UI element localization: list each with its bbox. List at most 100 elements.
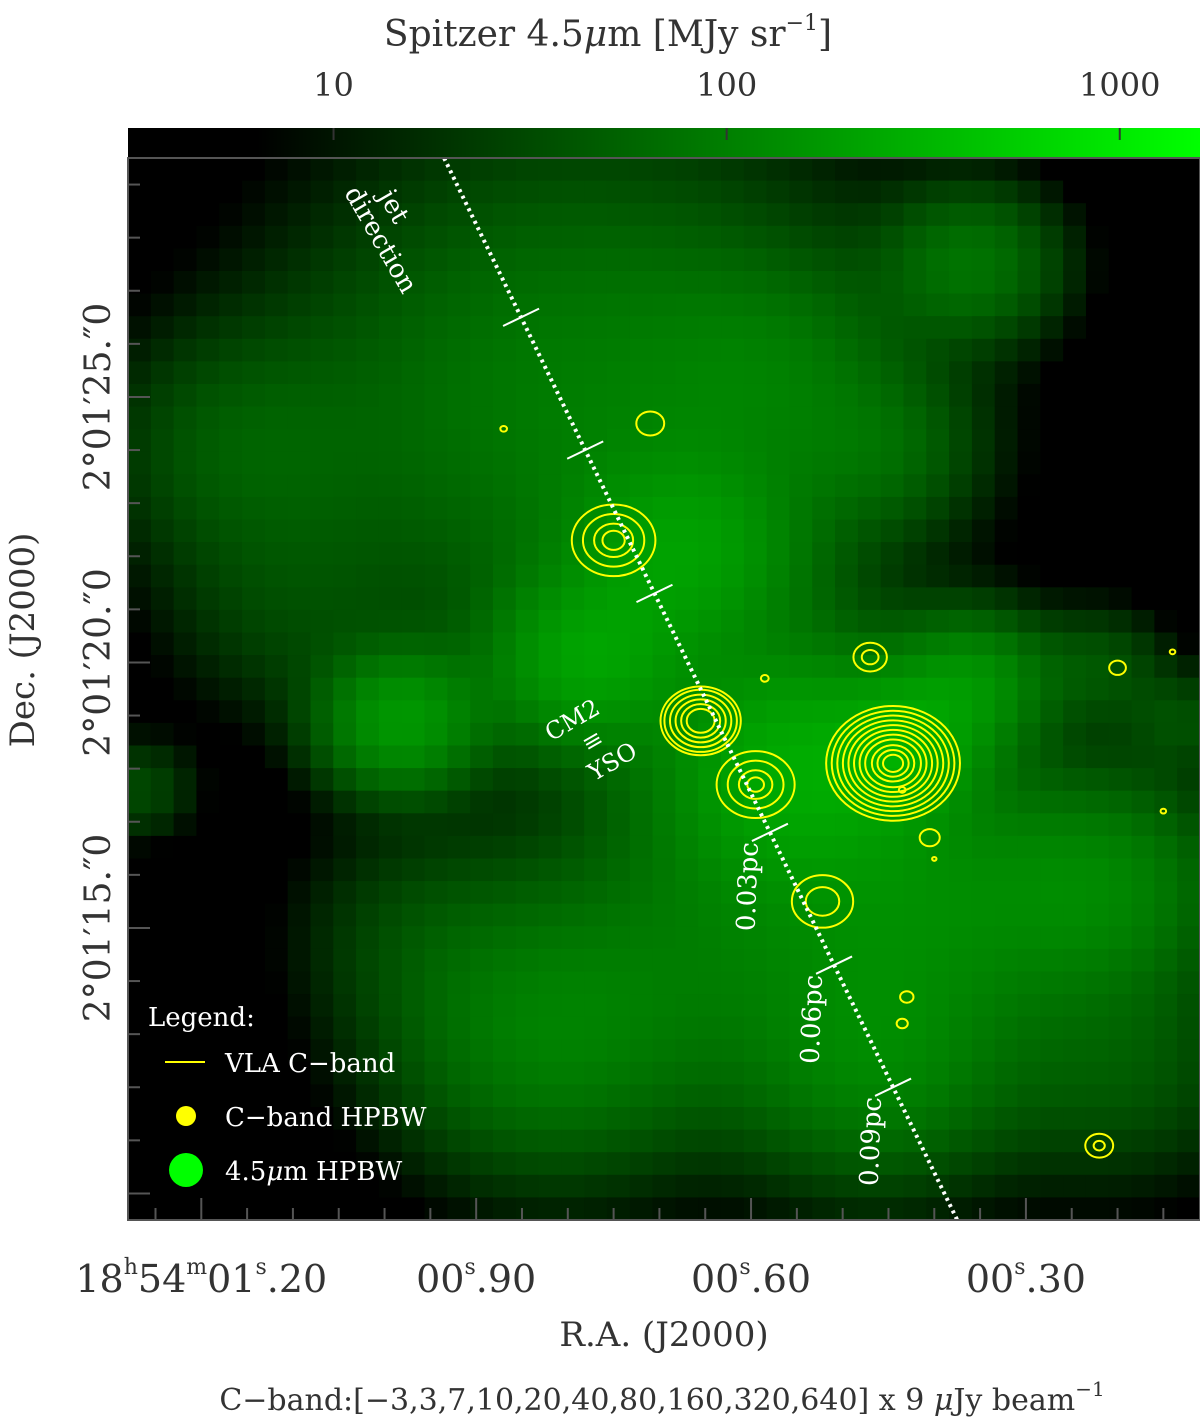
- heatmap-cell: [264, 926, 289, 950]
- heatmap-cell: [1131, 248, 1155, 272]
- heatmap-cell: [492, 225, 517, 249]
- heatmap-cell: [835, 203, 859, 227]
- heatmap-cell: [1177, 926, 1200, 950]
- heatmap-cell: [173, 971, 198, 995]
- heatmap-cell: [903, 316, 927, 340]
- heatmap-cell: [424, 564, 448, 588]
- heatmap-cell: [1131, 203, 1155, 227]
- heatmap-cell: [835, 745, 859, 769]
- heatmap-cell: [1108, 248, 1133, 272]
- heatmap-cell: [675, 813, 699, 837]
- heatmap-cell: [1177, 1061, 1200, 1086]
- heatmap-cell: [1154, 609, 1178, 634]
- heatmap-cell: [333, 225, 357, 249]
- heatmap-cell: [812, 813, 836, 837]
- heatmap-cell: [835, 835, 859, 860]
- heatmap-cell: [561, 948, 585, 973]
- heatmap-cell: [378, 632, 403, 656]
- heatmap-cell: [926, 519, 950, 543]
- heatmap-cell: [538, 609, 562, 634]
- heatmap-cell: [356, 926, 380, 950]
- heatmap-cell: [492, 406, 517, 430]
- heatmap-cell: [515, 948, 540, 973]
- heatmap-cell: [1154, 790, 1178, 814]
- heatmap-cell: [629, 293, 654, 317]
- contour-level: [1108, 659, 1127, 676]
- heatmap-cell: [835, 858, 859, 882]
- heatmap-cell: [196, 677, 220, 701]
- heatmap-cell: [150, 768, 175, 792]
- heatmap-cell: [196, 722, 220, 747]
- heatmap-cell: [196, 1039, 220, 1063]
- heatmap-cell: [652, 225, 677, 249]
- heatmap-cell: [903, 881, 927, 905]
- heatmap-cell: [1154, 474, 1178, 498]
- heatmap-cell: [652, 971, 677, 995]
- heatmap-cell: [1108, 813, 1133, 837]
- heatmap-cell: [743, 926, 768, 950]
- heatmap-cell: [378, 587, 403, 611]
- heatmap-cell: [766, 948, 791, 973]
- heatmap-cell: [1085, 700, 1110, 724]
- heatmap-cell: [857, 496, 882, 521]
- heatmap-cell: [287, 994, 312, 1018]
- heatmap-cell: [1040, 203, 1064, 227]
- heatmap-cell: [447, 225, 471, 249]
- heatmap-cell: [949, 564, 973, 588]
- heatmap-cell: [1085, 1016, 1110, 1040]
- heatmap-cell: [196, 994, 220, 1018]
- heatmap-cell: [401, 881, 426, 905]
- heatmap-cell: [835, 361, 859, 385]
- heatmap-cell: [1177, 835, 1200, 860]
- heatmap-cell: [1085, 270, 1110, 295]
- heatmap-cell: [789, 813, 813, 837]
- heatmap-cell: [721, 542, 745, 566]
- heatmap-cell: [1063, 587, 1087, 611]
- heatmap-cell: [150, 225, 175, 249]
- heatmap-cell: [1085, 881, 1110, 905]
- heatmap-cell: [675, 338, 699, 362]
- heatmap-cell: [994, 835, 1019, 860]
- heatmap-cell: [857, 903, 882, 927]
- heatmap-cell: [994, 361, 1019, 385]
- heatmap-cell: [447, 745, 471, 769]
- heatmap-cell: [994, 971, 1019, 995]
- heatmap-cell: [378, 1084, 403, 1108]
- heatmap-cell: [173, 700, 198, 724]
- heatmap-cell: [1154, 835, 1178, 860]
- contour-level: [581, 513, 646, 568]
- heatmap-cell: [1040, 994, 1064, 1018]
- heatmap-cell: [994, 677, 1019, 701]
- heatmap-cell: [606, 971, 631, 995]
- heatmap-cell: [310, 1129, 334, 1153]
- heatmap-cell: [356, 203, 380, 227]
- heatmap-cell: [447, 338, 471, 362]
- heatmap-cell: [310, 180, 334, 204]
- heatmap-cell: [470, 768, 494, 792]
- heatmap-cell: [196, 587, 220, 611]
- heatmap-cell: [698, 564, 722, 588]
- heatmap-cell: [1040, 1107, 1064, 1131]
- heatmap-cell: [356, 903, 380, 927]
- heatmap-cell: [128, 270, 152, 295]
- heatmap-cell: [378, 1129, 403, 1153]
- heatmap-cell: [1063, 1174, 1087, 1199]
- heatmap-cell: [926, 496, 950, 521]
- heatmap-cell: [971, 700, 996, 724]
- heatmap-cell: [949, 248, 973, 272]
- heatmap-cell: [698, 248, 722, 272]
- heatmap-cell: [743, 1039, 768, 1063]
- heatmap-cell: [698, 496, 722, 521]
- heatmap-cell: [538, 406, 562, 430]
- heatmap-cell: [675, 1129, 699, 1153]
- heatmap-cell: [789, 677, 813, 701]
- heatmap-cell: [538, 677, 562, 701]
- heatmap-cell: [242, 248, 266, 272]
- heatmap-cell: [447, 1039, 471, 1063]
- heatmap-cell: [378, 994, 403, 1018]
- heatmap-cell: [1131, 609, 1155, 634]
- contour-level: [899, 990, 915, 1004]
- heatmap-cell: [378, 248, 403, 272]
- heatmap-cell: [1040, 926, 1064, 950]
- heatmap-cell: [1108, 293, 1133, 317]
